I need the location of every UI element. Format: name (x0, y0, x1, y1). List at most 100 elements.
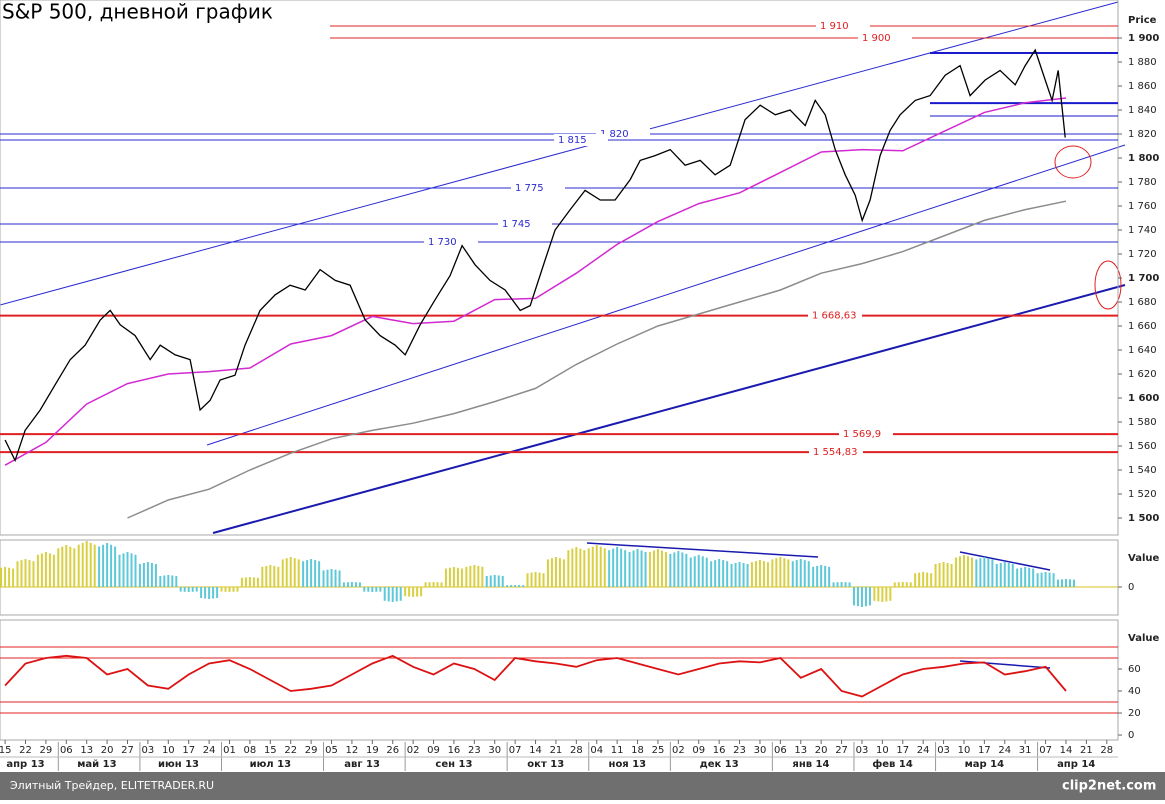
histogram-bar (216, 587, 219, 599)
month-label: ноя 13 (609, 759, 647, 770)
histogram-bar (106, 543, 109, 587)
histogram-bar (306, 560, 309, 587)
histogram-bar (93, 544, 96, 587)
y-tick-label: 1 600 (1128, 393, 1159, 404)
divergence-line (959, 551, 1051, 571)
histogram-bar (722, 560, 725, 587)
histogram-bar (799, 559, 802, 587)
histogram-bar (224, 587, 227, 592)
histogram-bar (530, 572, 533, 587)
axis-title: Value (1128, 633, 1159, 644)
histogram-bar (542, 573, 545, 587)
level-label: 1 900 (862, 33, 891, 44)
histogram-bar (514, 585, 517, 587)
histogram-bar (110, 544, 113, 587)
y-tick-label: 1 520 (1128, 489, 1157, 500)
level-label: 1 668,63 (812, 311, 857, 322)
histogram-bar (962, 555, 965, 587)
histogram-bar (473, 565, 476, 587)
histogram-bar (603, 548, 606, 587)
level-label-bg (596, 128, 650, 141)
histogram-bar (208, 587, 211, 599)
x-tick-label: 22 (19, 745, 32, 756)
y-tick-label: 1 660 (1128, 321, 1157, 332)
x-tick-label: 10 (162, 745, 175, 756)
histogram-bar (102, 544, 105, 587)
histogram-bar (991, 559, 994, 587)
histogram-bar (183, 587, 186, 592)
histogram-bar (599, 546, 602, 587)
histogram-bar (510, 585, 513, 587)
histogram-bar (354, 582, 357, 587)
histogram-bar (142, 563, 145, 587)
histogram-bar (795, 560, 798, 587)
y-tick-label: 40 (1128, 686, 1141, 697)
histogram-bar (265, 565, 268, 587)
histogram-bar (232, 587, 235, 592)
histogram-bar (12, 568, 15, 587)
histogram-bar (460, 568, 463, 587)
histogram-bar (289, 557, 292, 587)
x-tick-label: 20 (101, 745, 114, 756)
histogram-bar (583, 550, 586, 587)
histogram-bar (57, 548, 60, 587)
histogram-bar (987, 558, 990, 587)
x-tick-label: 09 (692, 745, 705, 756)
histogram-bar (758, 560, 761, 587)
panel-frame (0, 619, 1119, 741)
histogram-bar (897, 582, 900, 587)
histogram-bar (522, 585, 525, 587)
histogram-bar (958, 556, 961, 587)
histogram-bar (644, 552, 647, 587)
level-label: 1 910 (820, 21, 849, 32)
histogram-bar (816, 565, 819, 587)
x-tick-label: 06 (60, 745, 73, 756)
histogram-bar (322, 570, 325, 587)
histogram-bar (844, 582, 847, 587)
histogram-bar (689, 557, 692, 587)
histogram-bar (501, 575, 504, 587)
histogram-bar (297, 559, 300, 587)
histogram-bar (836, 582, 839, 587)
histogram-bar (628, 552, 631, 587)
histogram-bar (252, 577, 255, 587)
histogram-bar (4, 567, 7, 587)
y-tick-label: 1 720 (1128, 249, 1157, 260)
histogram-bar (24, 559, 27, 587)
histogram-bar (624, 550, 627, 587)
histogram-bar (1024, 567, 1027, 587)
month-label: фев 14 (872, 758, 912, 770)
histogram-bar (65, 545, 68, 587)
month-label: авг 13 (344, 759, 380, 770)
level-label-bg (816, 20, 870, 33)
trend-line (212, 284, 1126, 534)
x-tick-label: 23 (468, 745, 481, 756)
x-tick-label: 17 (978, 745, 991, 756)
histogram-bar (685, 553, 688, 587)
histogram-bar (358, 582, 361, 587)
histogram-bar (391, 587, 394, 602)
histogram-bar (905, 582, 908, 587)
y-tick-label: 1 780 (1128, 177, 1157, 188)
histogram-bar (28, 560, 31, 587)
x-tick-label: 16 (713, 745, 726, 756)
histogram-bar (212, 587, 215, 599)
y-tick-label: 0 (1128, 730, 1134, 741)
x-tick-label: 18 (631, 745, 644, 756)
x-tick-label: 04 (590, 745, 603, 756)
histogram-bar (901, 582, 904, 587)
month-label: апр 14 (1057, 759, 1095, 770)
histogram-bar (1068, 579, 1071, 587)
level-label: 1 554,83 (813, 447, 858, 458)
histogram-bar (395, 587, 398, 602)
histogram-bar (69, 546, 72, 587)
histogram-bar (930, 573, 933, 587)
histogram-bar (803, 560, 806, 587)
histogram-bar (493, 575, 496, 587)
histogram-bar (489, 575, 492, 587)
moving-average (4, 97, 1067, 466)
histogram-bar (942, 562, 945, 587)
axis-title: Value (1128, 553, 1159, 564)
histogram-bar (52, 554, 55, 587)
histogram-bar (766, 562, 769, 587)
